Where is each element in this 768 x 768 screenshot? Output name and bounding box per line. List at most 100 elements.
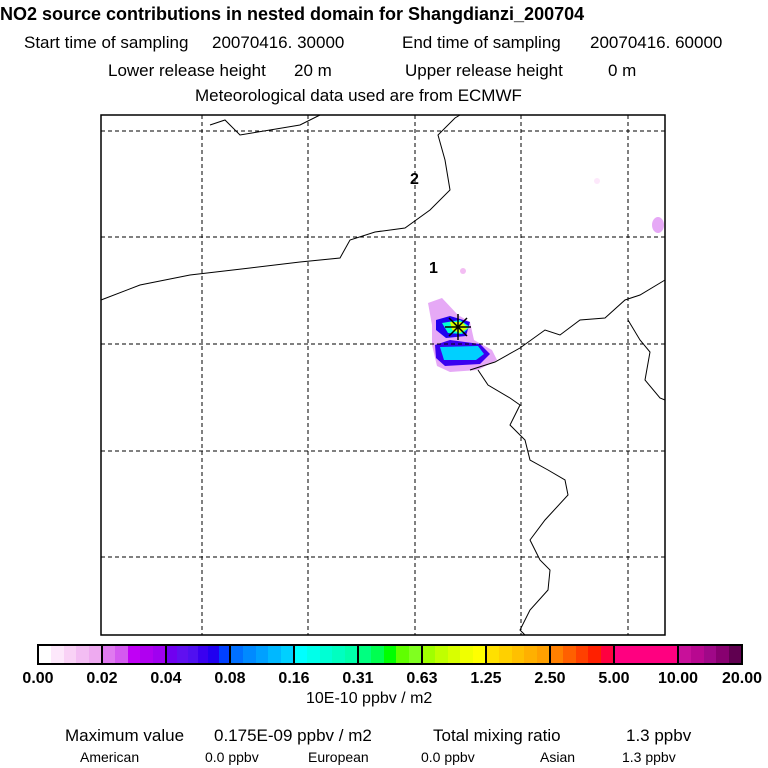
colorbar-swatch xyxy=(115,646,128,663)
colorbar-tick-label: 1.25 xyxy=(470,670,502,687)
cluster-label-2: 2 xyxy=(410,171,419,188)
asian-label: Asian xyxy=(540,749,576,765)
colorbar-segment xyxy=(423,646,487,663)
colorbar-swatch xyxy=(280,646,294,663)
colorbar-swatch xyxy=(408,646,422,663)
colorbar-swatch xyxy=(197,646,209,663)
colorbar-swatch xyxy=(551,646,564,663)
upper-height-value: 0 m xyxy=(608,61,637,80)
colorbar-tick-label: 0.31 xyxy=(342,670,374,687)
colorbar xyxy=(37,644,743,665)
colorbar-tick-label: 5.00 xyxy=(598,670,630,687)
asterisk-star-icon xyxy=(445,314,471,340)
lower-height-label: Lower release height xyxy=(108,61,266,80)
colorbar-swatch xyxy=(563,646,576,663)
total-mixing-label: Total mixing ratio xyxy=(433,726,561,745)
colorbar-swatch xyxy=(728,646,742,663)
colorbar-swatch xyxy=(652,646,665,663)
colorbar-swatch xyxy=(575,646,589,663)
colorbar-swatch xyxy=(524,646,537,663)
colorbar-segment xyxy=(487,646,551,663)
total-mixing-value: 1.3 ppbv xyxy=(626,726,692,745)
colorbar-swatch xyxy=(472,646,486,663)
colorbar-swatch xyxy=(63,646,77,663)
coastlines xyxy=(100,114,666,636)
colorbar-swatch xyxy=(627,646,640,663)
colorbar-swatch xyxy=(536,646,550,663)
colorbar-segment xyxy=(103,646,167,663)
colorbar-segment xyxy=(167,646,231,663)
colorbar-swatch xyxy=(679,646,692,663)
colorbar-swatch xyxy=(255,646,269,663)
graticule xyxy=(101,115,665,635)
plot-title: NO2 source contributions in nested domai… xyxy=(0,4,585,24)
european-value: 0.0 ppbv xyxy=(421,749,475,765)
colorbar-swatch xyxy=(691,646,704,663)
end-label: End time of sampling xyxy=(402,33,561,52)
colorbar-swatch xyxy=(127,646,141,663)
colorbar-swatch xyxy=(716,646,729,663)
colorbar-swatch xyxy=(383,646,397,663)
colorbar-tick-label: 20.00 xyxy=(721,670,763,687)
colorbar-swatch xyxy=(511,646,525,663)
colorbar-tick-label: 0.16 xyxy=(278,670,310,687)
colorbar-tick-label: 2.50 xyxy=(534,670,566,687)
colorbar-swatch xyxy=(664,646,678,663)
colorbar-tick-label: 10.00 xyxy=(657,670,699,687)
start-value: 20070416. 30000 xyxy=(212,33,345,52)
lower-height-value: 20 m xyxy=(294,61,332,80)
colorbar-swatch xyxy=(344,646,358,663)
colorbar-swatch xyxy=(332,646,345,663)
european-label: European xyxy=(308,749,369,765)
colorbar-swatch xyxy=(600,646,614,663)
colorbar-tick-label: 0.63 xyxy=(406,670,438,687)
max-value-label: Maximum value xyxy=(65,726,185,745)
colorbar-swatch xyxy=(208,646,219,663)
start-label: Start time of sampling xyxy=(24,33,189,52)
colorbar-swatch xyxy=(88,646,102,663)
colorbar-segment xyxy=(551,646,615,663)
colorbar-swatch xyxy=(51,646,64,663)
max-value: 0.175E-09 ppbv / m2 xyxy=(214,726,372,745)
colorbar-swatch xyxy=(140,646,153,663)
colorbar-swatch xyxy=(39,646,52,663)
colorbar-swatch xyxy=(435,646,448,663)
colorbar-swatch xyxy=(243,646,256,663)
colorbar-segment xyxy=(359,646,423,663)
met-data-note: Meteorological data used are from ECMWF xyxy=(195,86,522,105)
plume xyxy=(428,178,664,372)
colorbar-swatch xyxy=(295,646,308,663)
colorbar-swatch xyxy=(187,646,198,663)
colorbar-swatch xyxy=(615,646,628,663)
colorbar-swatch xyxy=(319,646,333,663)
colorbar-swatch xyxy=(103,646,116,663)
colorbar-swatch xyxy=(447,646,461,663)
colorbar-unit: 10E-10 ppbv / m2 xyxy=(306,690,433,707)
colorbar-swatch xyxy=(167,646,178,663)
colorbar-segment xyxy=(231,646,295,663)
colorbar-swatch xyxy=(359,646,372,663)
map-frame xyxy=(100,114,666,636)
asian-value: 1.3 ppbv xyxy=(622,749,676,765)
colorbar-swatch xyxy=(487,646,500,663)
colorbar-tick-label: 0.04 xyxy=(150,670,182,687)
colorbar-swatch xyxy=(177,646,188,663)
colorbar-segment xyxy=(39,646,103,663)
cluster-label-1: 1 xyxy=(429,260,438,277)
colorbar-swatch xyxy=(371,646,384,663)
colorbar-swatch xyxy=(231,646,244,663)
colorbar-tick-label: 0.00 xyxy=(22,670,54,687)
colorbar-swatch xyxy=(307,646,320,663)
colorbar-swatch xyxy=(588,646,601,663)
colorbar-swatch xyxy=(76,646,89,663)
american-value: 0.0 ppbv xyxy=(205,749,259,765)
end-value: 20070416. 60000 xyxy=(590,33,723,52)
colorbar-swatch xyxy=(423,646,436,663)
colorbar-segment xyxy=(295,646,359,663)
colorbar-swatch xyxy=(396,646,409,663)
american-label: American xyxy=(80,749,140,765)
colorbar-swatch xyxy=(460,646,473,663)
colorbar-swatch xyxy=(499,646,512,663)
colorbar-tick-label: 0.08 xyxy=(214,670,246,687)
